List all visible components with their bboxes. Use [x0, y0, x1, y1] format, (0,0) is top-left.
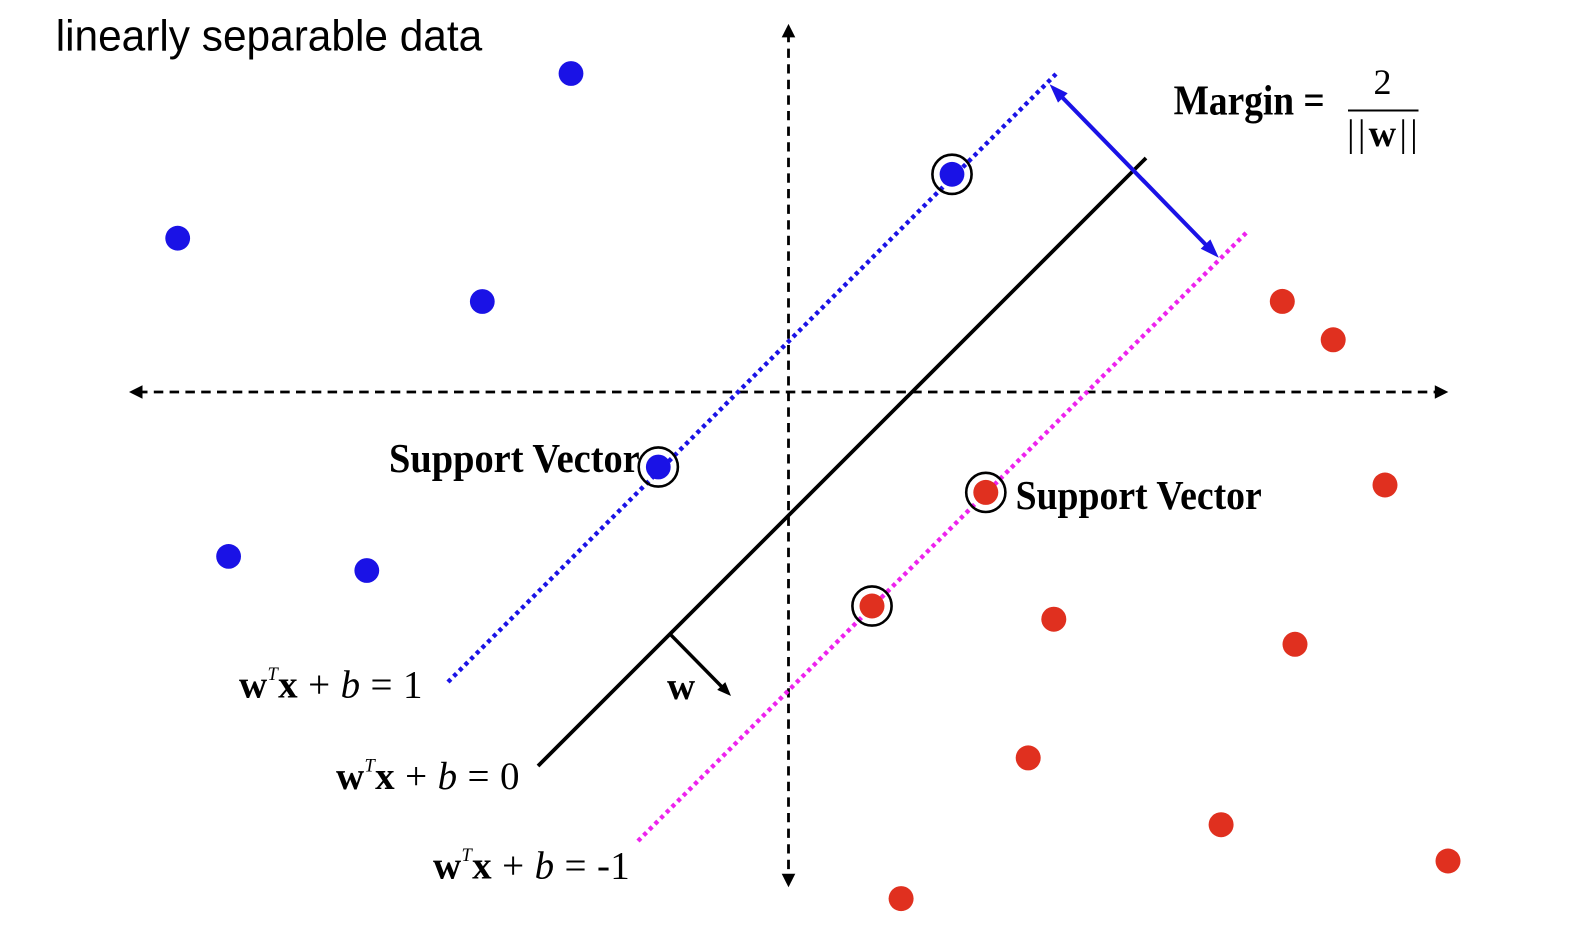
svg-text:wTx + b = 0: wTx + b = 0	[336, 755, 520, 798]
svg-text:Support Vector: Support Vector	[389, 436, 640, 481]
svg-text:Support Vector: Support Vector	[1016, 473, 1262, 519]
svg-text:2: 2	[1374, 62, 1392, 102]
svg-text:linearly separable data: linearly separable data	[56, 12, 483, 61]
svg-text:wTx + b = -1: wTx + b = -1	[433, 844, 630, 887]
svg-text:Margin =: Margin =	[1174, 76, 1325, 124]
svg-text:w: w	[667, 665, 695, 708]
svg-text:wTx + b = 1: wTx + b = 1	[239, 664, 423, 707]
svg-text:||w||: ||w||	[1347, 113, 1421, 155]
